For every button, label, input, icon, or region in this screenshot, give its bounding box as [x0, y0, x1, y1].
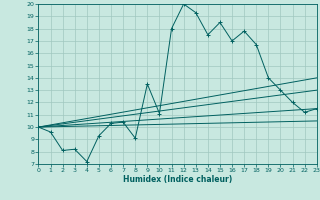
X-axis label: Humidex (Indice chaleur): Humidex (Indice chaleur)	[123, 175, 232, 184]
